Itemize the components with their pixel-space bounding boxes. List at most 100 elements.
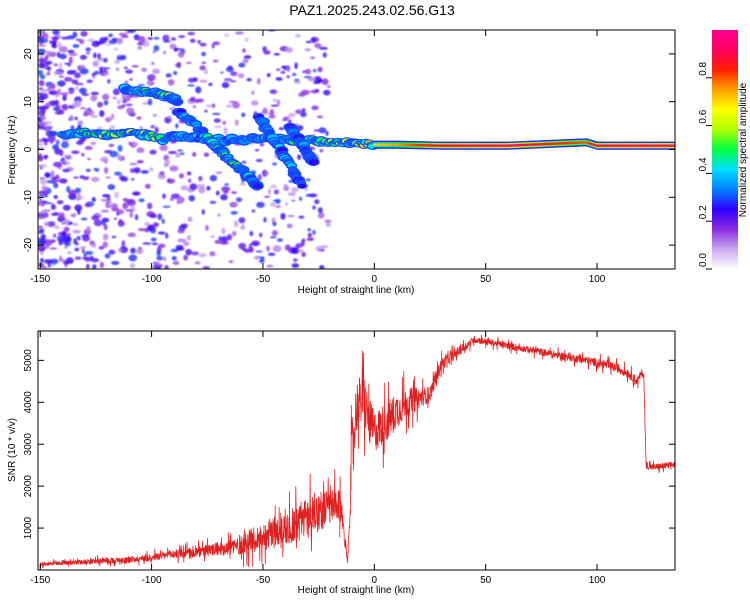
spectrogram-noise-blob [242,48,246,53]
spectrogram-noise-blob [218,235,222,242]
spectrogram-noise-blob [164,264,169,269]
spectrogram-noise-blob [231,231,237,237]
spectrogram-noise-blob [203,152,210,157]
spectrogram-noise-blob [310,89,320,94]
spectrogram-noise-blob [297,154,302,161]
spectrogram-noise-blob [60,141,69,149]
spectrogram-noise-blob [85,52,91,55]
spectrogram-noise-blob [104,253,111,259]
spectrogram-noise-blob [231,191,237,194]
spectrogram-noise-blob [253,255,261,260]
spectrogram-band-core [556,142,560,145]
spectrogram-noise-blob [203,266,208,269]
spectrogram-band-core [418,144,422,147]
spectrogram-band-core [400,143,404,147]
spectrogram-noise-blob [64,245,68,249]
spectrogram-noise-blob [127,30,136,34]
spectrogram-noise-blob [58,149,64,157]
spectrogram-band-core [440,144,444,147]
spectrogram-noise-blob [58,53,67,60]
spectrogram-noise-blob [99,37,107,44]
spectrogram-noise-blob [238,217,246,224]
spectrogram-noise-blob [167,79,175,86]
spectrogram-noise-blob [172,260,180,265]
spectrogram-band-core [562,142,566,145]
spectrogram-noise-blob [39,190,48,195]
spectrogram-noise-blob [246,77,252,82]
spectrogram-noise-blob [232,101,240,109]
spectrogram-noise-blob [38,112,43,116]
colorbar-tick-label: 0.4 [698,157,709,171]
spectrogram-band-core [656,144,660,147]
spectrogram-noise-blob [130,263,136,269]
spectrogram-noise-blob [91,197,96,202]
spectrogram-noise-blob [224,78,233,81]
spectrogram-noise-blob [147,74,156,82]
spectrogram-noise-blob [123,66,128,70]
spectrogram-noise-blob [156,266,161,269]
spectrogram-noise-blob [217,213,221,217]
spectrogram-noise-blob [74,247,80,252]
spectrogram-noise-blob [273,189,280,195]
spectrogram-band-core [489,144,493,147]
spectrogram-noise-blob [100,156,109,163]
spectrogram-noise-blob [237,73,245,79]
spectrogram-noise-blob [51,177,59,180]
spectrogram-noise-blob [287,214,295,218]
spectrogram-xtick-label: -50 [256,274,271,285]
spectrogram-noise-blob [74,116,78,121]
spectrogram-noise-blob [270,104,279,107]
spectrogram-noise-blob [305,178,311,182]
spectrogram-noise-blob [227,65,233,70]
spectrogram-noise-blob [90,258,100,263]
spectrogram-noise-blob [137,83,145,87]
snr-xtick-label: 50 [480,575,492,586]
spectrogram-noise-blob [118,218,123,224]
spectrogram-band-core [579,141,583,144]
snr-ytick-label: 3000 [23,433,34,456]
spectrogram-noise-blob [131,191,140,196]
spectrogram-noise-blob [178,173,185,179]
spectrogram-noise-blob [169,43,177,50]
spectrogram-noise-blob [47,86,52,92]
spectrogram-noise-blob [72,229,81,234]
spectrogram-noise-blob [66,186,71,193]
spectrogram-noise-blob [136,147,145,154]
spectrogram-noise-blob [112,88,120,96]
spectrogram-noise-blob [241,222,245,229]
spectrogram-band-core [485,144,489,147]
spectrogram-noise-blob [153,45,160,52]
spectrogram-noise-blob [38,48,45,55]
spectrogram-noise-blob [54,99,59,107]
spectrogram-noise-blob [270,202,276,207]
spectrogram-band-core [659,144,663,147]
spectrogram-noise-blob [99,110,105,117]
spectrogram-noise-blob [304,68,312,75]
spectrogram-noise [38,30,332,269]
spectrogram-blob-core [308,159,319,165]
spectrogram-noise-blob [188,77,195,83]
spectrogram-noise-blob [190,251,199,256]
snr-xlabel: Height of straight line (km) [298,585,415,596]
spectrogram-noise-blob [282,118,288,122]
spectrogram-noise-blob [258,232,263,238]
spectrogram-noise-blob [142,242,152,245]
spectrogram-noise-blob [38,228,45,233]
spectrogram-band-core [666,144,670,147]
spectrogram-band-core [438,144,442,147]
spectrogram-noise-blob [53,71,63,76]
spectrogram-band-core [393,143,397,146]
spectrogram-noise-blob [38,237,44,244]
spectrogram-noise-blob [214,239,222,245]
spectrogram-band-core [632,144,636,147]
spectrogram-band-core [528,143,532,146]
spectrogram-noise-blob [75,100,82,107]
spectrogram-noise-blob [151,68,161,75]
spectrogram-noise-blob [38,96,45,101]
spectrogram-noise-blob [209,174,218,182]
spectrogram-noise-blob [90,95,98,102]
spectrogram-band-core [480,144,484,147]
spectrogram-noise-blob [75,140,84,146]
spectrogram-noise-blob [125,69,134,74]
spectrogram-noise-blob [38,139,44,143]
